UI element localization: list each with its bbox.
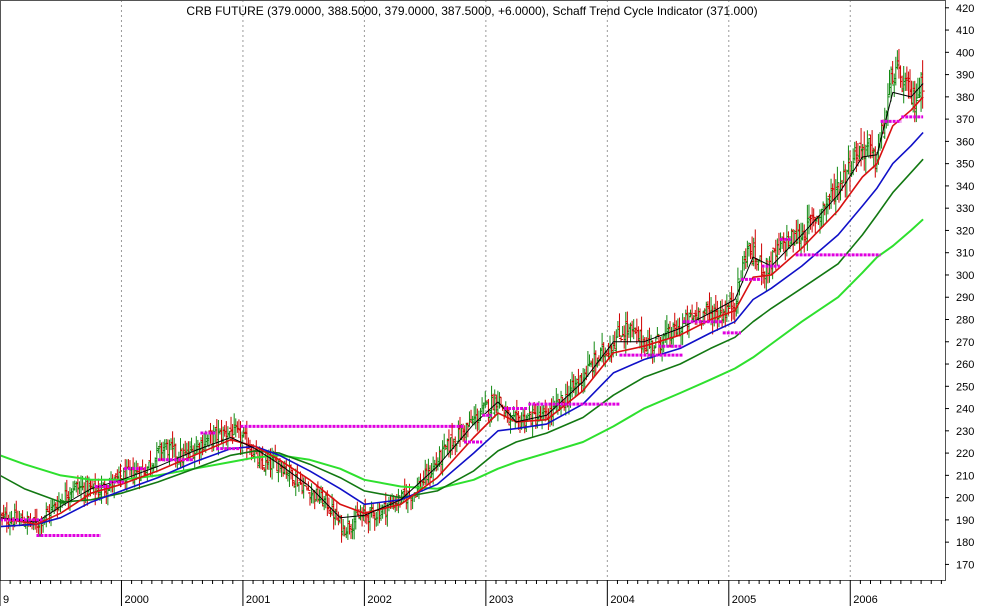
y-tick-label: 390 xyxy=(956,70,974,82)
x-tick-label: 9 xyxy=(3,594,9,606)
y-tick-label: 280 xyxy=(956,315,974,327)
y-tick-label: 210 xyxy=(956,470,974,482)
x-tick-label: 2002 xyxy=(367,594,391,606)
y-tick-label: 180 xyxy=(956,537,974,549)
plot-frame xyxy=(0,0,946,581)
x-tick-label: 2006 xyxy=(853,594,877,606)
x-tick-label: 2003 xyxy=(489,594,513,606)
y-tick-label: 240 xyxy=(956,404,974,416)
y-tick-label: 260 xyxy=(956,359,974,371)
price-bars-layer xyxy=(0,48,925,543)
y-tick-label: 370 xyxy=(956,114,974,126)
y-tick-label: 250 xyxy=(956,381,974,393)
y-tick-label: 310 xyxy=(956,248,974,260)
y-tick-label: 220 xyxy=(956,448,974,460)
y-tick-label: 350 xyxy=(956,159,974,171)
y-tick-label: 330 xyxy=(956,203,974,215)
y-tick-label: 190 xyxy=(956,515,974,527)
y-tick-label: 380 xyxy=(956,92,974,104)
y-tick-label: 360 xyxy=(956,136,974,148)
grid-layer xyxy=(120,0,851,580)
y-tick-label: 420 xyxy=(956,3,974,15)
level-segments-layer xyxy=(0,115,924,537)
indicator-line-ema_red xyxy=(0,96,924,526)
indicator-line-ema_ltgreen xyxy=(0,218,924,490)
y-tick-label: 320 xyxy=(956,225,974,237)
y-tick-label: 410 xyxy=(956,25,974,37)
x-tick-label: 2001 xyxy=(246,594,270,606)
y-axis: 170 180 190 200 210 220 230 240 250 260 270 280 290 3… xyxy=(945,3,974,571)
x-tick-label: 2004 xyxy=(610,594,634,606)
x-axis: 9 2000 2001 2002 2003 2004 2005 2006 xyxy=(0,580,942,606)
y-tick-label: 230 xyxy=(956,426,974,438)
x-tick-label: 2000 xyxy=(124,594,148,606)
y-tick-label: 300 xyxy=(956,270,974,282)
y-tick-label: 200 xyxy=(956,493,974,505)
y-tick-label: 170 xyxy=(956,559,974,571)
indicator-line-ema_blue xyxy=(0,131,924,528)
y-tick-label: 290 xyxy=(956,292,974,304)
y-tick-label: 400 xyxy=(956,47,974,59)
y-tick-label: 270 xyxy=(956,337,974,349)
y-tick-label: 340 xyxy=(956,181,974,193)
chart-title: CRB FUTURE (379.0000, 388.5000, 379.0000… xyxy=(186,4,757,18)
indicator-line-ema_dkgreen xyxy=(0,158,924,503)
x-tick-label: 2005 xyxy=(732,594,756,606)
